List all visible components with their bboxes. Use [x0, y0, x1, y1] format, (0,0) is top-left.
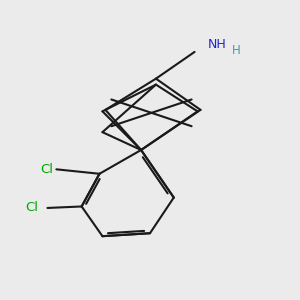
Text: NH: NH [208, 38, 227, 51]
Text: H: H [232, 44, 241, 57]
Text: Cl: Cl [25, 202, 38, 214]
Text: Cl: Cl [40, 163, 53, 176]
